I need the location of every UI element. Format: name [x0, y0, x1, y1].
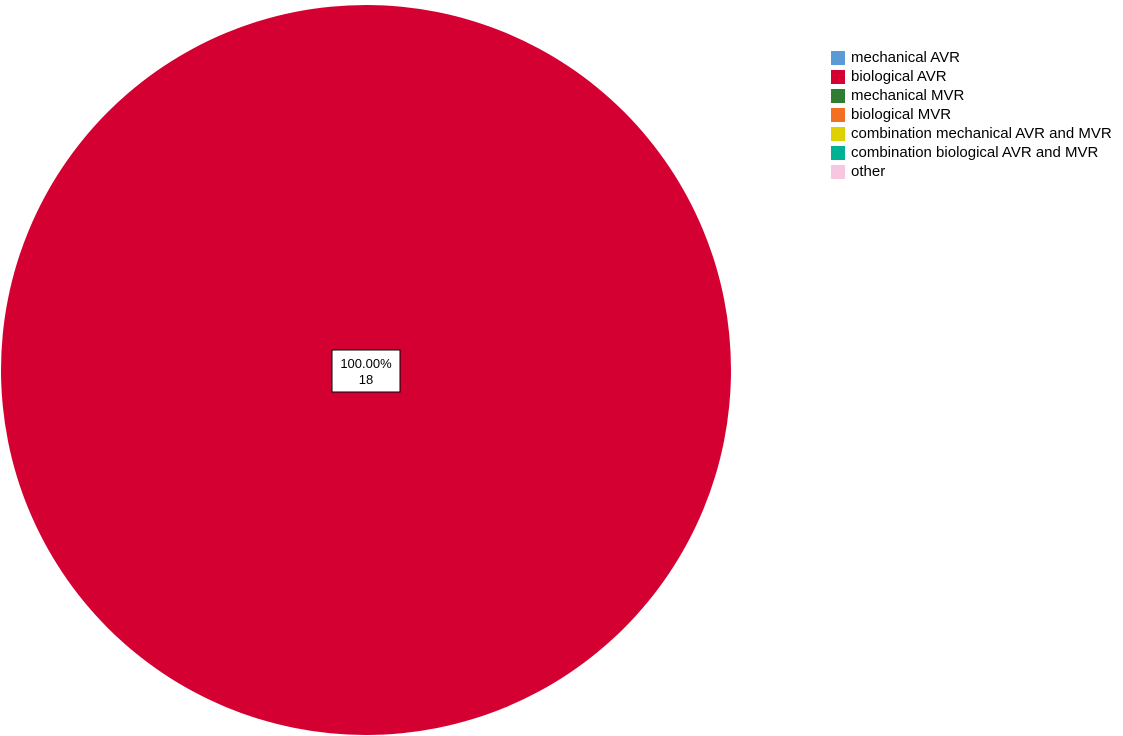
legend-item-biological-avr: biological AVR	[831, 69, 1116, 85]
data-label: 100.00%18	[331, 349, 401, 393]
data-label-percent: 100.00%	[340, 356, 392, 371]
data-label-box	[331, 349, 401, 393]
legend-label: combination mechanical AVR and MVR	[851, 125, 1112, 142]
legend-label: mechanical AVR	[851, 49, 960, 66]
legend-swatch	[831, 127, 845, 141]
legend-item-mechanical-avr: mechanical AVR	[831, 50, 1116, 66]
legend-swatch	[831, 70, 845, 84]
legend-label: mechanical MVR	[851, 87, 965, 104]
pie-data-labels: 100.00%18	[331, 349, 401, 393]
legend-item-other: other	[831, 164, 1116, 180]
legend-item-biological-mvr: biological MVR	[831, 107, 1116, 123]
legend-label: other	[851, 163, 886, 180]
legend-item-combination-mechanical: combination mechanical AVR and MVR	[831, 126, 1116, 142]
legend-swatch	[831, 51, 845, 65]
chart-legend: mechanical AVR biological AVR mechanical…	[831, 50, 1116, 183]
legend-swatch	[831, 108, 845, 122]
data-label-count: 18	[359, 372, 373, 387]
legend-swatch	[831, 165, 845, 179]
legend-swatch	[831, 146, 845, 160]
legend-label: combination biological AVR and MVR	[851, 144, 1099, 161]
legend-label: biological MVR	[851, 106, 952, 123]
legend-item-combination-biological: combination biological AVR and MVR	[831, 145, 1116, 161]
legend-label: biological AVR	[851, 68, 947, 85]
legend-item-mechanical-mvr: mechanical MVR	[831, 88, 1116, 104]
legend-swatch	[831, 89, 845, 103]
